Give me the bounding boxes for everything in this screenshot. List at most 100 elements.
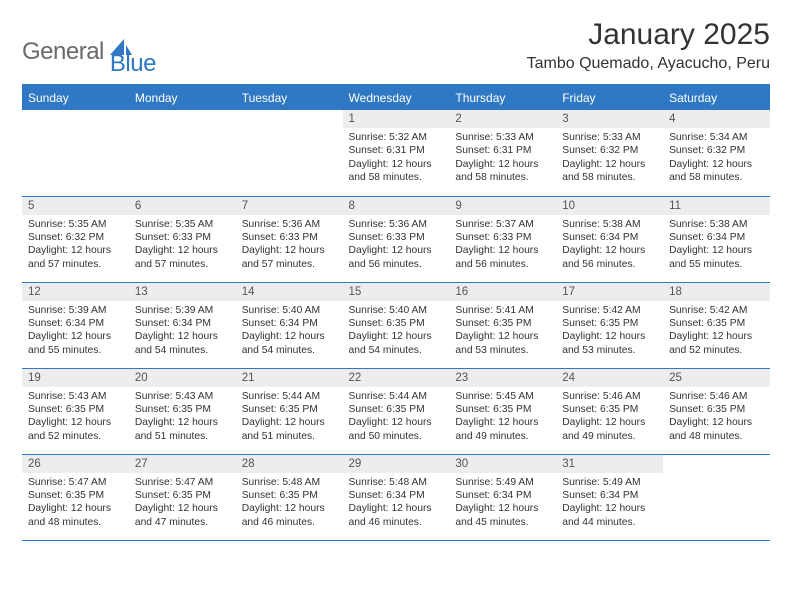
day-number: 4 [663, 110, 770, 128]
day-content: Sunrise: 5:38 AMSunset: 6:34 PMDaylight:… [556, 215, 663, 276]
day-number: 22 [343, 369, 450, 387]
calendar-cell: 30Sunrise: 5:49 AMSunset: 6:34 PMDayligh… [449, 454, 556, 540]
day-content: Sunrise: 5:48 AMSunset: 6:34 PMDaylight:… [343, 473, 450, 534]
calendar-cell: 1Sunrise: 5:32 AMSunset: 6:31 PMDaylight… [343, 110, 450, 196]
day-number: 30 [449, 455, 556, 473]
calendar-cell: 14Sunrise: 5:40 AMSunset: 6:34 PMDayligh… [236, 282, 343, 368]
calendar-cell: 7Sunrise: 5:36 AMSunset: 6:33 PMDaylight… [236, 196, 343, 282]
day-content: Sunrise: 5:43 AMSunset: 6:35 PMDaylight:… [129, 387, 236, 448]
calendar-body: 1Sunrise: 5:32 AMSunset: 6:31 PMDaylight… [22, 110, 770, 540]
day-number [129, 110, 236, 116]
calendar-cell: 5Sunrise: 5:35 AMSunset: 6:32 PMDaylight… [22, 196, 129, 282]
calendar-cell: 2Sunrise: 5:33 AMSunset: 6:31 PMDaylight… [449, 110, 556, 196]
day-content: Sunrise: 5:40 AMSunset: 6:35 PMDaylight:… [343, 301, 450, 362]
day-number: 19 [22, 369, 129, 387]
day-content: Sunrise: 5:39 AMSunset: 6:34 PMDaylight:… [129, 301, 236, 362]
day-number: 11 [663, 197, 770, 215]
day-number: 23 [449, 369, 556, 387]
calendar-cell: 9Sunrise: 5:37 AMSunset: 6:33 PMDaylight… [449, 196, 556, 282]
calendar-row: 5Sunrise: 5:35 AMSunset: 6:32 PMDaylight… [22, 196, 770, 282]
calendar-cell: 19Sunrise: 5:43 AMSunset: 6:35 PMDayligh… [22, 368, 129, 454]
day-number: 3 [556, 110, 663, 128]
logo: General Blue [22, 26, 156, 78]
calendar-cell: 4Sunrise: 5:34 AMSunset: 6:32 PMDaylight… [663, 110, 770, 196]
calendar-cell [236, 110, 343, 196]
calendar-cell: 21Sunrise: 5:44 AMSunset: 6:35 PMDayligh… [236, 368, 343, 454]
calendar-cell: 18Sunrise: 5:42 AMSunset: 6:35 PMDayligh… [663, 282, 770, 368]
day-header: Wednesday [343, 85, 450, 110]
calendar-cell: 17Sunrise: 5:42 AMSunset: 6:35 PMDayligh… [556, 282, 663, 368]
day-content: Sunrise: 5:48 AMSunset: 6:35 PMDaylight:… [236, 473, 343, 534]
calendar-cell: 22Sunrise: 5:44 AMSunset: 6:35 PMDayligh… [343, 368, 450, 454]
calendar-cell: 3Sunrise: 5:33 AMSunset: 6:32 PMDaylight… [556, 110, 663, 196]
calendar-head: SundayMondayTuesdayWednesdayThursdayFrid… [22, 85, 770, 110]
day-content: Sunrise: 5:36 AMSunset: 6:33 PMDaylight:… [236, 215, 343, 276]
day-number [22, 110, 129, 116]
day-header: Thursday [449, 85, 556, 110]
day-number: 17 [556, 283, 663, 301]
day-number: 20 [129, 369, 236, 387]
day-content: Sunrise: 5:36 AMSunset: 6:33 PMDaylight:… [343, 215, 450, 276]
day-number [236, 110, 343, 116]
calendar-cell: 23Sunrise: 5:45 AMSunset: 6:35 PMDayligh… [449, 368, 556, 454]
calendar-cell: 16Sunrise: 5:41 AMSunset: 6:35 PMDayligh… [449, 282, 556, 368]
day-number: 1 [343, 110, 450, 128]
day-number: 24 [556, 369, 663, 387]
day-number: 27 [129, 455, 236, 473]
day-header: Tuesday [236, 85, 343, 110]
calendar-cell: 11Sunrise: 5:38 AMSunset: 6:34 PMDayligh… [663, 196, 770, 282]
day-number: 7 [236, 197, 343, 215]
calendar-cell: 10Sunrise: 5:38 AMSunset: 6:34 PMDayligh… [556, 196, 663, 282]
day-content: Sunrise: 5:42 AMSunset: 6:35 PMDaylight:… [556, 301, 663, 362]
day-header: Sunday [22, 85, 129, 110]
day-content: Sunrise: 5:47 AMSunset: 6:35 PMDaylight:… [129, 473, 236, 534]
calendar-cell [22, 110, 129, 196]
day-number: 9 [449, 197, 556, 215]
day-number: 14 [236, 283, 343, 301]
day-content: Sunrise: 5:44 AMSunset: 6:35 PMDaylight:… [236, 387, 343, 448]
day-content: Sunrise: 5:33 AMSunset: 6:32 PMDaylight:… [556, 128, 663, 189]
day-header: Friday [556, 85, 663, 110]
calendar-row: 1Sunrise: 5:32 AMSunset: 6:31 PMDaylight… [22, 110, 770, 196]
logo-text-general: General [22, 38, 104, 66]
day-number: 12 [22, 283, 129, 301]
day-content: Sunrise: 5:39 AMSunset: 6:34 PMDaylight:… [22, 301, 129, 362]
day-number: 25 [663, 369, 770, 387]
calendar-cell: 6Sunrise: 5:35 AMSunset: 6:33 PMDaylight… [129, 196, 236, 282]
day-header: Monday [129, 85, 236, 110]
day-content: Sunrise: 5:41 AMSunset: 6:35 PMDaylight:… [449, 301, 556, 362]
calendar-cell: 13Sunrise: 5:39 AMSunset: 6:34 PMDayligh… [129, 282, 236, 368]
calendar-row: 19Sunrise: 5:43 AMSunset: 6:35 PMDayligh… [22, 368, 770, 454]
calendar-cell [129, 110, 236, 196]
day-header: Saturday [663, 85, 770, 110]
day-number: 18 [663, 283, 770, 301]
calendar-cell: 26Sunrise: 5:47 AMSunset: 6:35 PMDayligh… [22, 454, 129, 540]
calendar-cell: 29Sunrise: 5:48 AMSunset: 6:34 PMDayligh… [343, 454, 450, 540]
day-content: Sunrise: 5:44 AMSunset: 6:35 PMDaylight:… [343, 387, 450, 448]
day-number: 8 [343, 197, 450, 215]
calendar-cell: 28Sunrise: 5:48 AMSunset: 6:35 PMDayligh… [236, 454, 343, 540]
calendar-cell: 25Sunrise: 5:46 AMSunset: 6:35 PMDayligh… [663, 368, 770, 454]
day-content: Sunrise: 5:40 AMSunset: 6:34 PMDaylight:… [236, 301, 343, 362]
day-number: 5 [22, 197, 129, 215]
day-content: Sunrise: 5:49 AMSunset: 6:34 PMDaylight:… [556, 473, 663, 534]
location: Tambo Quemado, Ayacucho, Peru [527, 55, 770, 73]
calendar-cell: 27Sunrise: 5:47 AMSunset: 6:35 PMDayligh… [129, 454, 236, 540]
day-number: 2 [449, 110, 556, 128]
header: General Blue January 2025 Tambo Quemado,… [22, 18, 770, 78]
day-content: Sunrise: 5:37 AMSunset: 6:33 PMDaylight:… [449, 215, 556, 276]
calendar-cell: 12Sunrise: 5:39 AMSunset: 6:34 PMDayligh… [22, 282, 129, 368]
calendar-cell: 31Sunrise: 5:49 AMSunset: 6:34 PMDayligh… [556, 454, 663, 540]
day-number: 15 [343, 283, 450, 301]
day-number: 21 [236, 369, 343, 387]
title-block: January 2025 Tambo Quemado, Ayacucho, Pe… [527, 18, 770, 73]
day-number: 6 [129, 197, 236, 215]
day-number: 26 [22, 455, 129, 473]
calendar-row: 26Sunrise: 5:47 AMSunset: 6:35 PMDayligh… [22, 454, 770, 540]
day-content: Sunrise: 5:35 AMSunset: 6:32 PMDaylight:… [22, 215, 129, 276]
day-content: Sunrise: 5:38 AMSunset: 6:34 PMDaylight:… [663, 215, 770, 276]
calendar-cell: 20Sunrise: 5:43 AMSunset: 6:35 PMDayligh… [129, 368, 236, 454]
day-content: Sunrise: 5:33 AMSunset: 6:31 PMDaylight:… [449, 128, 556, 189]
day-content: Sunrise: 5:32 AMSunset: 6:31 PMDaylight:… [343, 128, 450, 189]
day-content: Sunrise: 5:46 AMSunset: 6:35 PMDaylight:… [663, 387, 770, 448]
